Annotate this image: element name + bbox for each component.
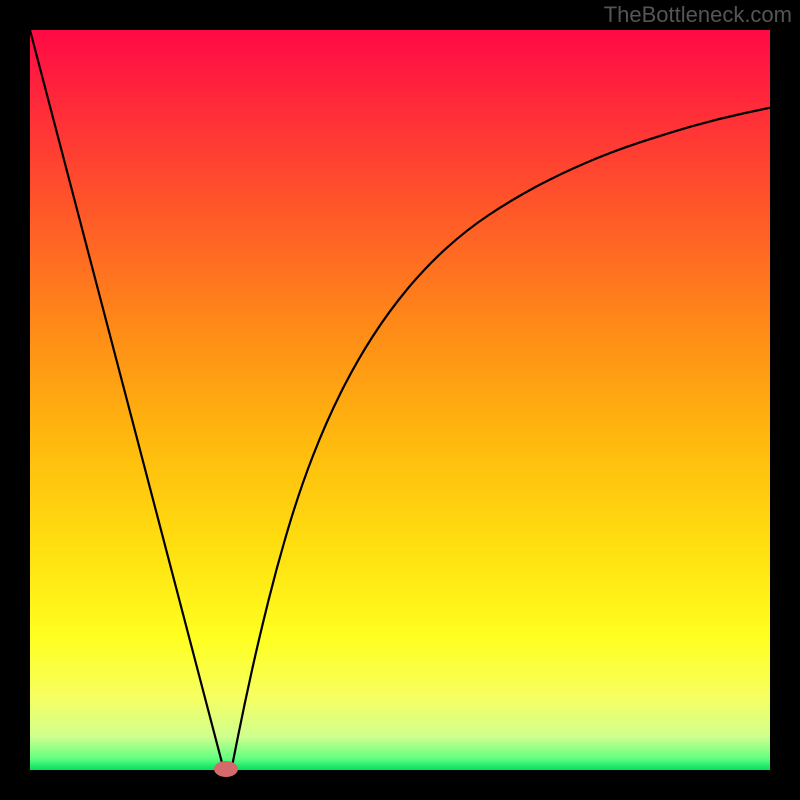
chart-container: TheBottleneck.com	[0, 0, 800, 800]
bottleneck-curve	[30, 30, 770, 770]
plot-area	[30, 30, 770, 770]
minimum-marker	[214, 761, 238, 777]
watermark-label: TheBottleneck.com	[604, 2, 792, 28]
curve-layer	[30, 30, 770, 770]
